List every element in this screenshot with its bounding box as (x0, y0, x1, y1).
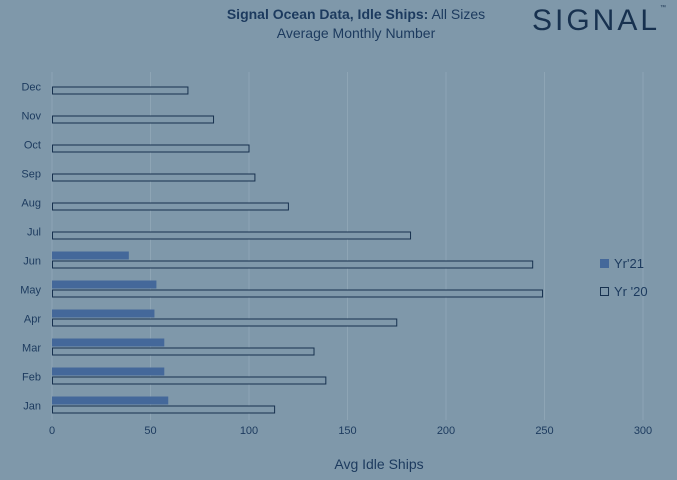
chart-title: Signal Ocean Data, Idle Ships: All Sizes (227, 6, 485, 22)
signal-logo-tm: ™ (660, 4, 666, 11)
x-tick-labels: 0 50 100 150 200 250 300 (49, 425, 652, 437)
y-tick-label-jul: Jul (27, 227, 41, 239)
legend-label-yr21: Yr'21 (614, 256, 644, 271)
bar-yr20-mar (52, 347, 315, 356)
y-tick-label-nov: Nov (21, 111, 41, 123)
y-tick-label-jan: Jan (23, 401, 41, 413)
y-tick-label-mar: Mar (22, 343, 41, 355)
x-axis-label: Avg Idle Ships (334, 456, 423, 472)
bar-yr21-feb (52, 367, 165, 376)
bars (52, 86, 544, 414)
y-tick-label-aug: Aug (21, 198, 41, 210)
x-tick-label-200: 200 (437, 425, 455, 437)
bar-yr20-nov (52, 115, 215, 124)
bar-yr20-apr (52, 318, 398, 327)
x-tick-label-150: 150 (338, 425, 356, 437)
x-tick-label-0: 0 (49, 425, 55, 437)
y-tick-label-jun: Jun (23, 256, 41, 268)
bar-yr20-jul (52, 231, 412, 240)
y-tick-label-sep: Sep (21, 169, 41, 181)
bar-yr21-jan (52, 396, 169, 405)
chart-subtitle: Average Monthly Number (277, 25, 436, 41)
legend-swatch-yr21 (600, 259, 609, 268)
legend-swatch-yr20 (600, 287, 609, 296)
bar-yr20-sep (52, 173, 256, 182)
signal-logo-text: SIGNAL (532, 4, 660, 37)
bar-yr21-mar (52, 338, 165, 347)
x-tick-label-100: 100 (240, 425, 258, 437)
y-tick-label-dec: Dec (21, 82, 41, 94)
y-tick-label-may: May (20, 285, 41, 297)
x-tick-label-300: 300 (634, 425, 652, 437)
y-tick-label-feb: Feb (22, 372, 41, 384)
bar-yr20-feb (52, 376, 327, 385)
bar-yr21-jun (52, 251, 129, 260)
bar-yr21-apr (52, 309, 155, 318)
bar-yr20-oct (52, 144, 250, 153)
bar-yr20-jun (52, 260, 534, 269)
signal-logo: SIGNAL ™ (532, 4, 666, 37)
bar-yr21-may (52, 280, 157, 289)
legend-label-yr20: Yr '20 (614, 284, 648, 299)
x-tick-label-250: 250 (535, 425, 553, 437)
bar-yr20-jan (52, 405, 276, 414)
bar-yr20-may (52, 289, 544, 298)
gridlines (51, 72, 644, 420)
chart-title-rest: All Sizes (428, 6, 485, 22)
x-tick-label-50: 50 (144, 425, 156, 437)
y-tick-label-oct: Oct (24, 140, 41, 152)
chart-title-bold: Signal Ocean Data, Idle Ships: (227, 6, 429, 22)
y-tick-label-apr: Apr (24, 314, 41, 326)
bar-yr20-dec (52, 86, 189, 95)
bar-yr20-aug (52, 202, 289, 211)
y-tick-labels: Jan Feb Mar Apr May Jun Jul Aug Sep Oct Nov Dec (20, 82, 41, 413)
legend: Yr'21 Yr '20 (600, 256, 648, 299)
